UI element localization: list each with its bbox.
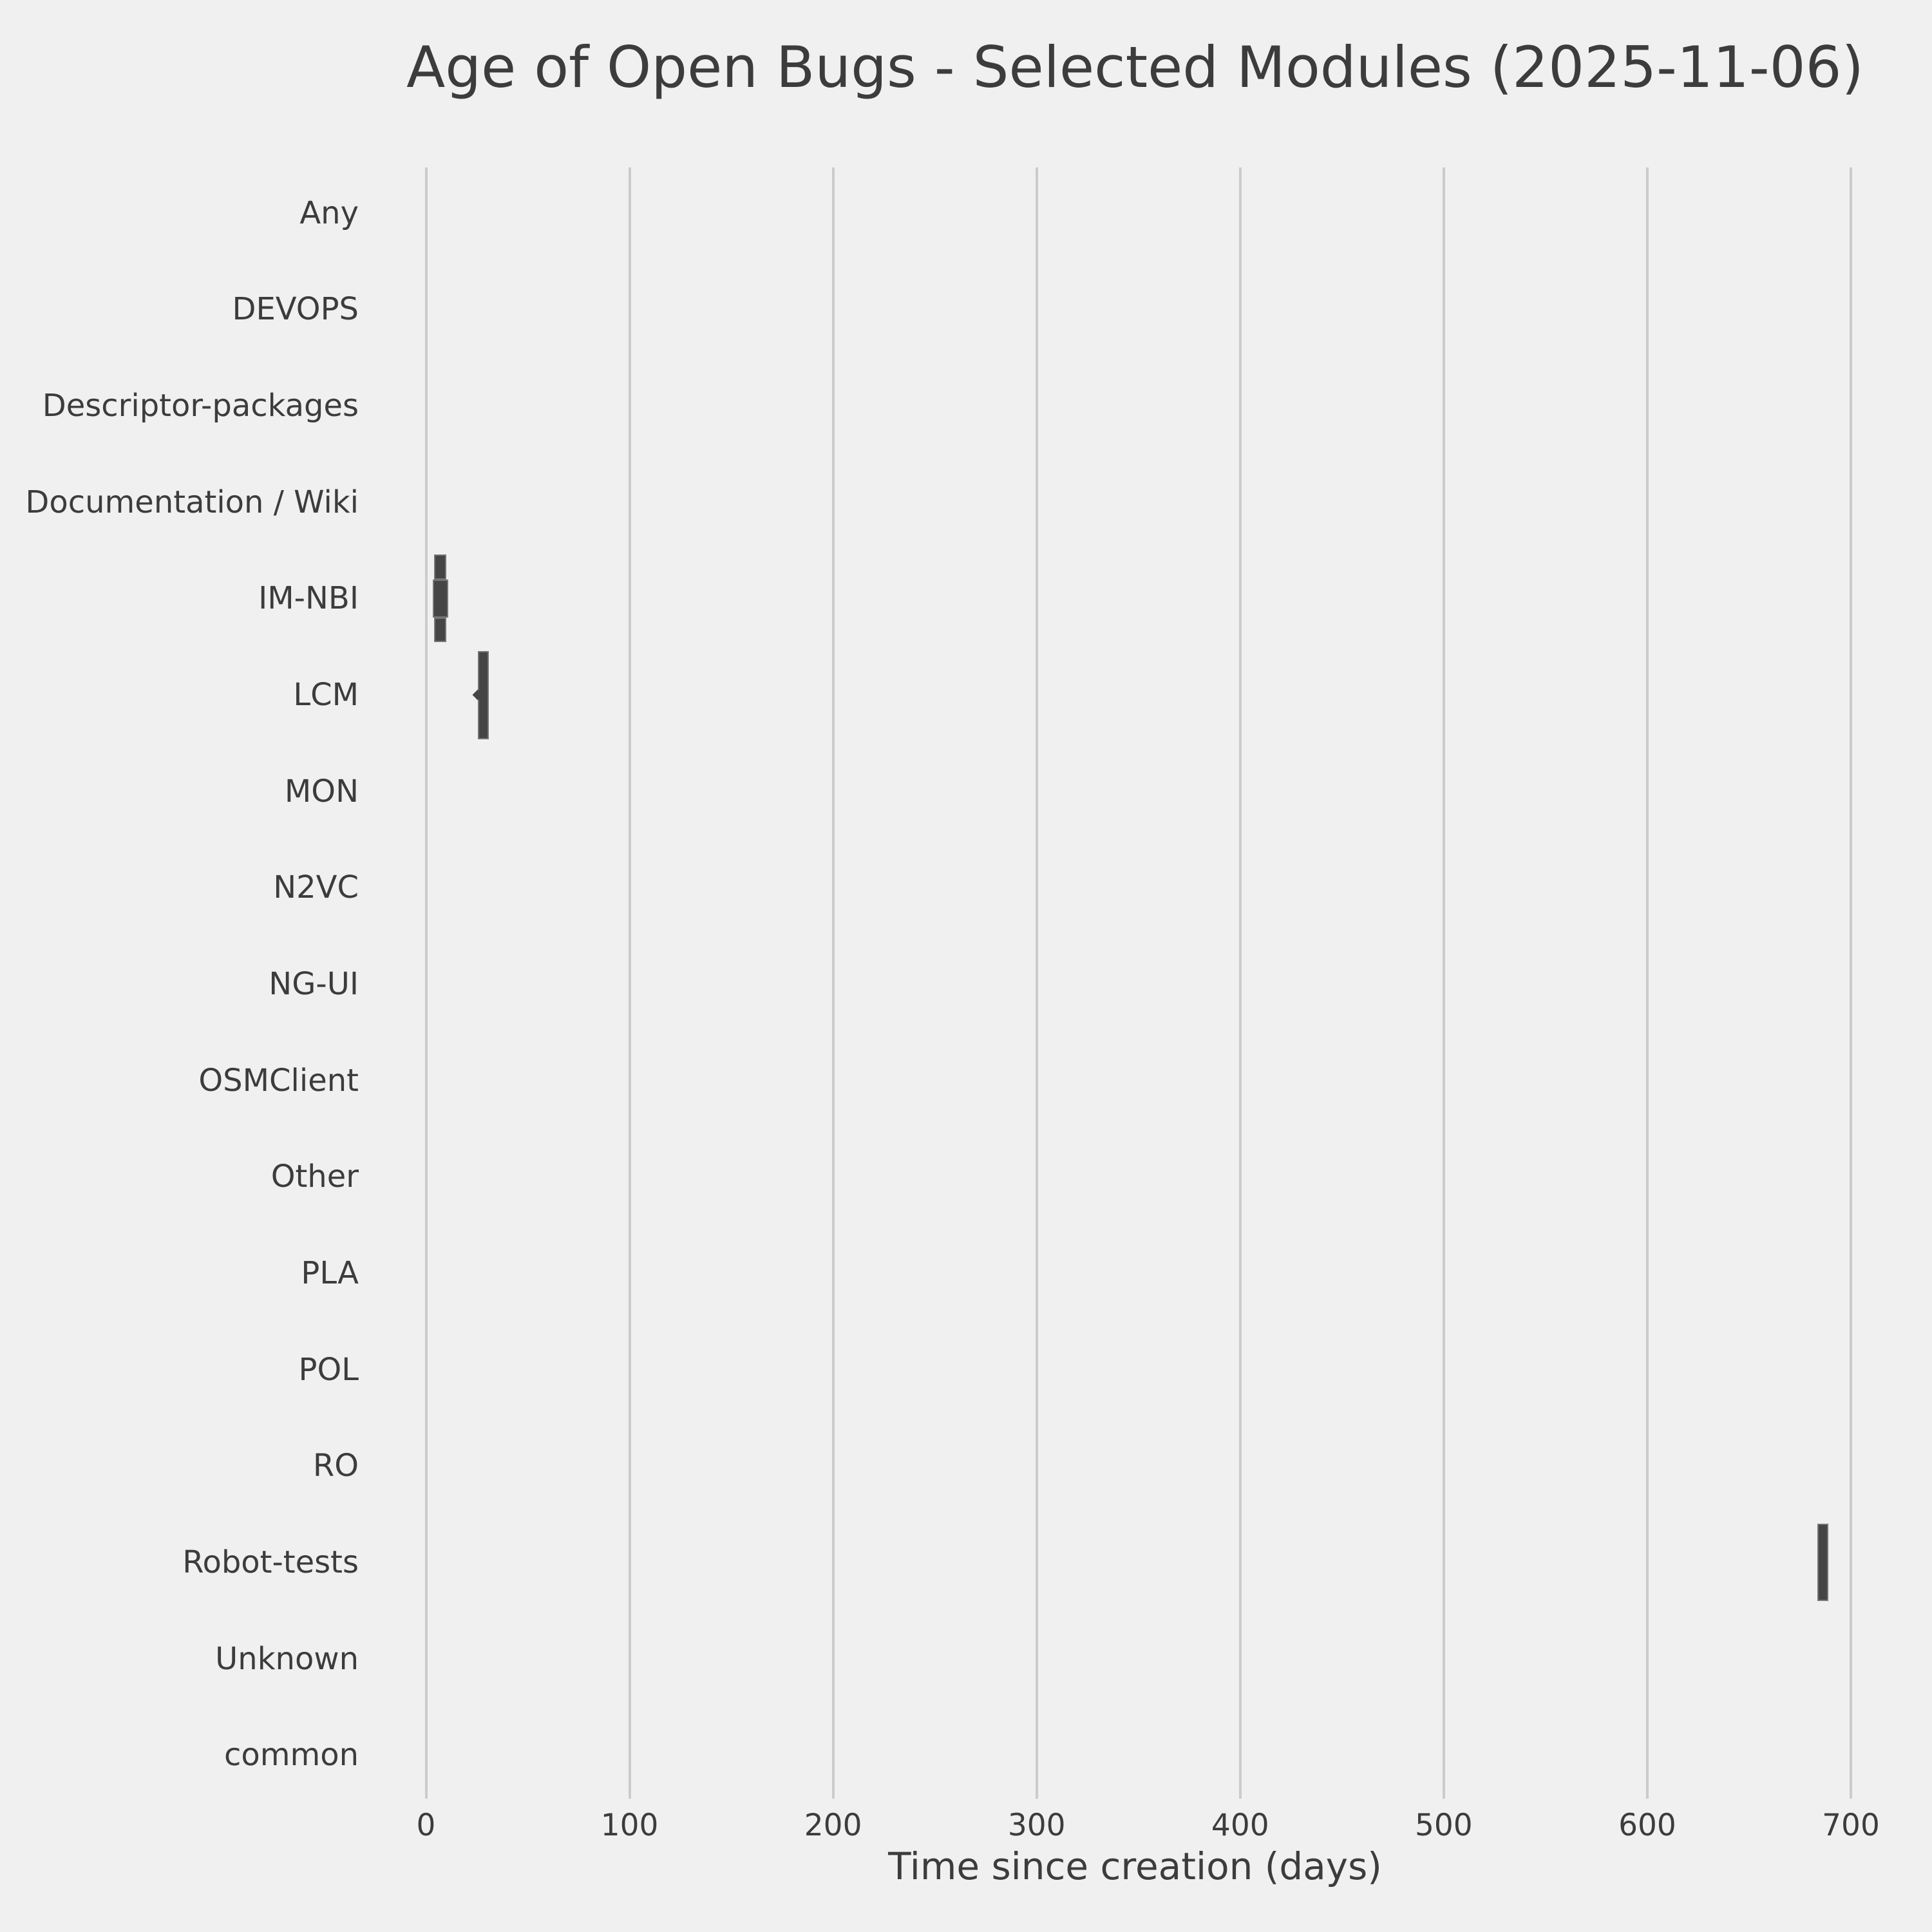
y-tick-label-mon: MON xyxy=(284,773,359,810)
x-tick-label: 300 xyxy=(1007,1808,1066,1843)
y-tick-label-other: Other xyxy=(270,1159,359,1195)
x-tick-label: 400 xyxy=(1211,1808,1269,1843)
x-tick-label: 200 xyxy=(804,1808,862,1843)
gridline-x-300 xyxy=(1035,167,1038,1799)
gridline-x-200 xyxy=(831,167,835,1799)
x-tick-label: 700 xyxy=(1822,1808,1880,1843)
y-tick-label-pla: PLA xyxy=(301,1255,359,1291)
y-tick-label-any: Any xyxy=(299,194,359,231)
boxen-box-im-nbi xyxy=(434,554,447,580)
y-tick-label-common: common xyxy=(223,1737,359,1774)
x-tick-label: 100 xyxy=(600,1808,659,1843)
gridline-x-600 xyxy=(1645,167,1649,1799)
y-tick-label-lcm: LCM xyxy=(293,677,359,714)
y-tick-label-ng-ui: NG-UI xyxy=(269,966,359,1002)
boxen-box-robot-tests xyxy=(1817,1523,1829,1601)
y-tick-label-osmclient: OSMClient xyxy=(198,1062,359,1099)
y-tick-label-ro: RO xyxy=(312,1448,359,1484)
y-tick-label-robot-tests: Robot-tests xyxy=(182,1544,359,1580)
gridline-x-400 xyxy=(1238,167,1242,1799)
y-tick-label-documentation-wiki: Documentation / Wiki xyxy=(25,484,359,520)
gridline-x-0 xyxy=(424,167,428,1799)
x-tick-label: 500 xyxy=(1414,1808,1473,1843)
y-tick-label-n2vc: N2VC xyxy=(273,869,359,906)
gridline-x-700 xyxy=(1850,167,1852,1799)
y-tick-label-descriptor-packages: Descriptor-packages xyxy=(42,388,359,424)
x-tick-label: 0 xyxy=(416,1808,436,1843)
y-tick-label-devops: DEVOPS xyxy=(232,291,359,328)
gridline-x-100 xyxy=(628,167,631,1799)
x-tick-label: 600 xyxy=(1618,1808,1676,1843)
x-axis-label: Time since creation (days) xyxy=(888,1844,1382,1888)
boxen-box-im-nbi xyxy=(433,579,448,618)
y-tick-label-unknown: Unknown xyxy=(215,1640,359,1677)
chart-title: Age of Open Bugs - Selected Modules (202… xyxy=(406,34,1864,100)
gridline-x-500 xyxy=(1442,167,1445,1799)
y-tick-label-pol: POL xyxy=(298,1351,359,1388)
boxen-box-im-nbi xyxy=(434,617,447,642)
y-tick-label-im-nbi: IM-NBI xyxy=(258,580,359,617)
